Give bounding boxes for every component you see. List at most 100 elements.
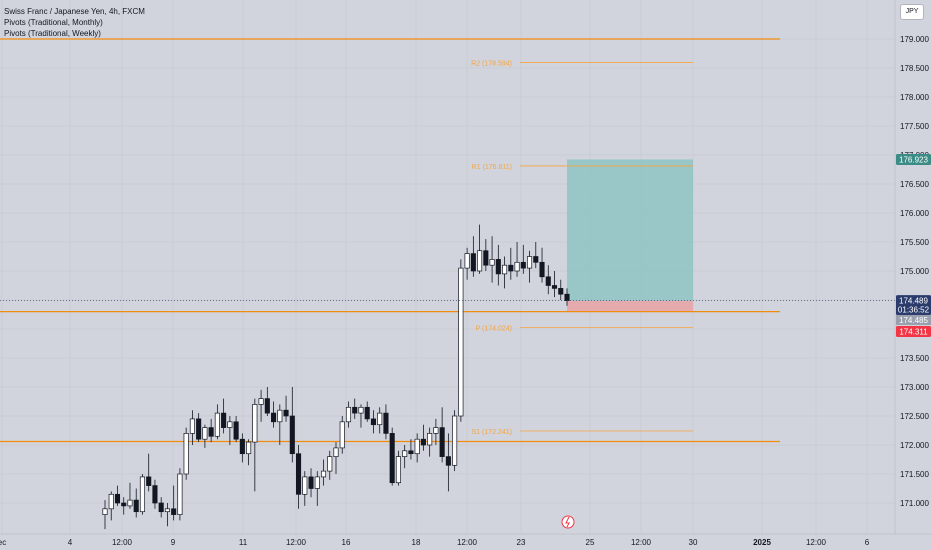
currency-button[interactable]: JPY [900, 4, 924, 20]
last-price-badge-bg [896, 295, 931, 316]
candle-body [364, 406, 370, 420]
candle [502, 256, 508, 289]
candle-body [171, 508, 177, 515]
time-tick-label: 12:00 [112, 538, 133, 547]
candle [171, 485, 177, 521]
candle [558, 279, 564, 300]
position-zones[interactable] [567, 159, 693, 311]
time-tick-label: 11 [239, 538, 248, 547]
candle [477, 224, 483, 274]
candle-body [439, 427, 445, 457]
candle-body [320, 470, 327, 478]
candle [452, 410, 458, 472]
candle-body [133, 499, 139, 513]
candle-body [314, 476, 320, 489]
candle [158, 497, 164, 518]
weekly-pivot-label: P (174.024) [476, 326, 512, 333]
candle-body [408, 450, 414, 455]
candle [345, 401, 352, 428]
candle-body [370, 418, 377, 426]
candle [214, 404, 220, 440]
weekly-pivot-label: S1 (172.241) [472, 429, 512, 436]
time-tick-label: 9 [171, 538, 176, 547]
pivot-lines: R2 (178.594) R1 (176.811) P (174.024) S1 (1… [0, 38, 780, 443]
time-tick-label: 23 [517, 538, 526, 547]
candle-body [526, 256, 533, 269]
price-tick-label: 175.500 [900, 238, 929, 247]
candle [295, 445, 302, 509]
grid-lines [0, 0, 895, 534]
price-tick-label: 178.500 [900, 64, 929, 73]
candle-body [164, 508, 170, 513]
candle [420, 424, 426, 451]
entry-price-badge-bg [896, 315, 931, 325]
candle-body [508, 264, 514, 272]
price-tick-label: 176.000 [900, 209, 929, 218]
legend-indicator-monthly[interactable]: Pivots (Traditional, Monthly) [4, 18, 103, 27]
price-tick-label: 175.000 [900, 267, 929, 276]
candle-body [564, 293, 570, 301]
time-tick-label: 2025 [753, 538, 771, 547]
candle-body [127, 499, 133, 507]
time-tick-label: 4 [68, 538, 73, 547]
candle-body [345, 406, 352, 423]
replay-icon[interactable] [561, 515, 575, 529]
time-tick-label: 18 [412, 538, 421, 547]
candle-body [427, 433, 433, 446]
candle [352, 398, 358, 419]
stop-price-badge-bg [896, 326, 931, 337]
candle [189, 410, 195, 445]
candle-body [458, 267, 464, 417]
price-tick-label: 178.000 [900, 93, 929, 102]
candle [314, 471, 320, 506]
candle [239, 433, 245, 463]
candle [377, 407, 383, 434]
candle-body [414, 438, 420, 455]
time-axis[interactable]: ec 4 12:00 9 11 12:00 16 18 12:00 23 25 12:00 30 2025… [0, 533, 932, 547]
candle [208, 418, 214, 443]
candles [102, 224, 570, 530]
candle-body [308, 476, 314, 489]
profit-zone [567, 159, 693, 301]
time-tick-label: 6 [865, 538, 870, 547]
candle-body [377, 412, 383, 426]
candle-body [289, 415, 295, 455]
candle [526, 250, 533, 283]
candle-body [102, 508, 108, 515]
candle [539, 247, 545, 283]
candle-body [533, 256, 539, 263]
time-tick-label: 25 [586, 538, 595, 547]
time-tick-label: 30 [689, 538, 698, 547]
price-tick-label: 179.000 [900, 35, 929, 44]
candle-body [327, 456, 333, 472]
chart-legend: Swiss Franc / Japanese Yen, 4h, FXCM Piv… [4, 6, 145, 39]
candle [277, 404, 283, 445]
candle-body [202, 427, 208, 440]
candle-body [189, 418, 195, 434]
candle [489, 236, 495, 283]
candle [320, 459, 327, 486]
price-tick-label: 173.000 [900, 383, 929, 392]
price-tick-label: 177.500 [900, 122, 929, 131]
legend-symbol[interactable]: Swiss Franc / Japanese Yen, 4h, FXCM [4, 7, 145, 16]
stop-price-badge: 174.311 [899, 328, 928, 337]
candle [289, 387, 295, 463]
candle [133, 488, 139, 518]
candle [164, 503, 170, 527]
candle-body [239, 438, 245, 455]
candle-body [520, 261, 526, 269]
candle [258, 389, 264, 422]
candle [427, 427, 433, 457]
candle [246, 439, 252, 466]
target-price-badge-bg [896, 153, 931, 165]
candle [551, 271, 558, 298]
candle-body [402, 450, 408, 457]
legend-indicator-weekly[interactable]: Pivots (Traditional, Weekly) [4, 29, 101, 38]
candle-body [452, 415, 458, 466]
candle [533, 242, 539, 269]
candle-body [108, 493, 114, 510]
candle-body [558, 288, 564, 295]
candle [146, 453, 152, 492]
